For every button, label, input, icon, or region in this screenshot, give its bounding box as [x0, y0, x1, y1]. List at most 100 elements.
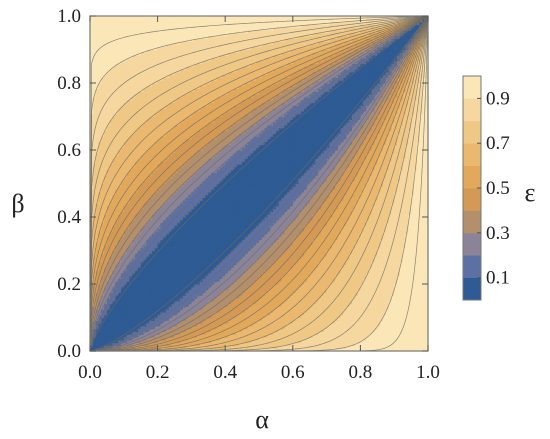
contour-cell [151, 256, 156, 260]
contour-cell [109, 141, 114, 146]
contour-cell [154, 41, 159, 45]
contour-cell [120, 320, 125, 324]
contour-cell [104, 194, 108, 199]
contour-cell [132, 71, 136, 76]
contour-cell [95, 325, 100, 330]
contour-cell [92, 186, 97, 190]
contour-cell [143, 306, 147, 310]
contour-cell [115, 314, 119, 319]
contour-cell [109, 55, 114, 59]
contour-cell [106, 116, 111, 120]
contour-cell [92, 52, 97, 56]
contour-cell [126, 63, 131, 67]
contour-cell [118, 211, 122, 215]
contour-cell [143, 309, 147, 313]
contour-cell [151, 124, 156, 129]
contour-cell [115, 219, 119, 224]
contour-cell [137, 183, 142, 187]
contour-cell [112, 94, 116, 98]
contour-cell [154, 99, 159, 104]
contour-cell [126, 136, 131, 140]
contour-cell [157, 177, 162, 182]
contour-cell [143, 317, 147, 321]
contour-cell [151, 18, 156, 23]
contour-cell [92, 122, 97, 126]
contour-cell [129, 323, 133, 327]
contour-cell [143, 325, 147, 330]
contour-cell [143, 228, 147, 232]
contour-cell [129, 205, 133, 210]
contour-cell [109, 175, 114, 179]
contour-cell [143, 261, 147, 266]
contour-cell [104, 144, 108, 148]
contour-cell [149, 133, 153, 137]
contour-cell [120, 272, 125, 277]
contour-cell [135, 272, 139, 277]
contour-cell [143, 35, 147, 39]
contour-cell [101, 55, 105, 59]
contour-cell [132, 96, 136, 101]
contour-cell [137, 208, 142, 213]
contour-cell [98, 272, 102, 277]
contour-cell [123, 163, 128, 168]
contour-cell [154, 152, 159, 157]
contour-cell [126, 219, 131, 224]
contour-cell [146, 325, 150, 330]
contour-cell [95, 236, 100, 240]
contour-cell [146, 77, 150, 81]
contour-cell [157, 300, 162, 305]
contour-cell [92, 49, 97, 53]
contour-cell [137, 256, 142, 260]
contour-cell [140, 144, 145, 148]
contour-cell [126, 57, 131, 62]
contour-cell [137, 88, 142, 92]
contour-cell [135, 297, 139, 302]
contour-cell [154, 205, 159, 210]
contour-cell [157, 163, 162, 168]
contour-cell [143, 328, 147, 333]
contour-cell [146, 71, 150, 76]
contour-cell [132, 261, 136, 266]
contour-cell [109, 136, 114, 140]
contour-cell [98, 136, 102, 140]
contour-cell [104, 80, 108, 84]
contour-cell [112, 270, 116, 274]
contour-cell [126, 66, 131, 70]
contour-cell [90, 24, 94, 28]
contour-cell [98, 314, 102, 319]
contour-cell [143, 27, 147, 31]
contour-cell [143, 49, 147, 53]
contour-cell [137, 21, 142, 25]
contour-cell [140, 183, 145, 187]
contour-cell [149, 197, 153, 201]
contour-cell [115, 60, 119, 65]
contour-cell [98, 289, 102, 293]
contour-cell [109, 244, 114, 249]
contour-cell [118, 113, 122, 118]
contour-cell [109, 284, 114, 288]
contour-cell [154, 261, 159, 266]
contour-cell [154, 43, 159, 48]
contour-cell [98, 21, 102, 25]
contour-cell [157, 110, 162, 115]
contour-cell [104, 297, 108, 302]
contour-cell [154, 83, 159, 87]
contour-cell [98, 303, 102, 307]
contour-cell [151, 66, 156, 70]
contour-cell [112, 314, 116, 319]
contour-cell [112, 175, 116, 179]
contour-cell [151, 55, 156, 59]
contour-cell [140, 317, 145, 321]
contour-cell [95, 29, 100, 34]
contour-cell [92, 295, 97, 299]
contour-cell [140, 186, 145, 190]
contour-cell [143, 133, 147, 137]
contour-cell [98, 94, 102, 98]
contour-cell [157, 309, 162, 313]
contour-cell [154, 16, 159, 20]
contour-cell [106, 267, 111, 271]
contour-cell [132, 323, 136, 327]
contour-cell [149, 297, 153, 302]
contour-cell [92, 60, 97, 65]
contour-cell [129, 180, 133, 185]
